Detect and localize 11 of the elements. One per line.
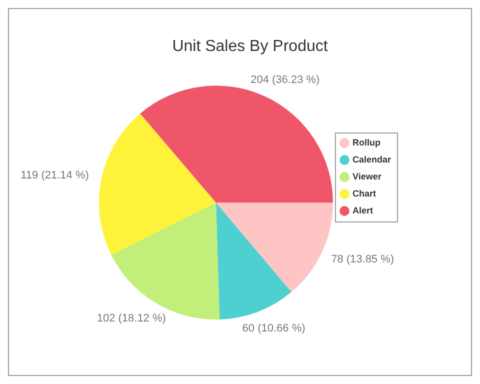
data-label: 78 (13.85 %) (331, 254, 394, 266)
legend-label: Viewer (352, 171, 382, 182)
data-label: 204 (36.23 %) (250, 74, 320, 86)
data-label: 119 (21.14 %) (20, 170, 89, 182)
legend-label: Alert (352, 205, 373, 216)
legend-label: Chart (352, 188, 376, 198)
chart-title: Unit Sales By Product (172, 38, 328, 56)
legend-label: Calendar (352, 154, 392, 164)
data-label: 60 (10.66 %) (242, 322, 306, 335)
legend-label: Rollup (352, 137, 381, 148)
data-label: 102 (18.12 %) (96, 312, 166, 325)
